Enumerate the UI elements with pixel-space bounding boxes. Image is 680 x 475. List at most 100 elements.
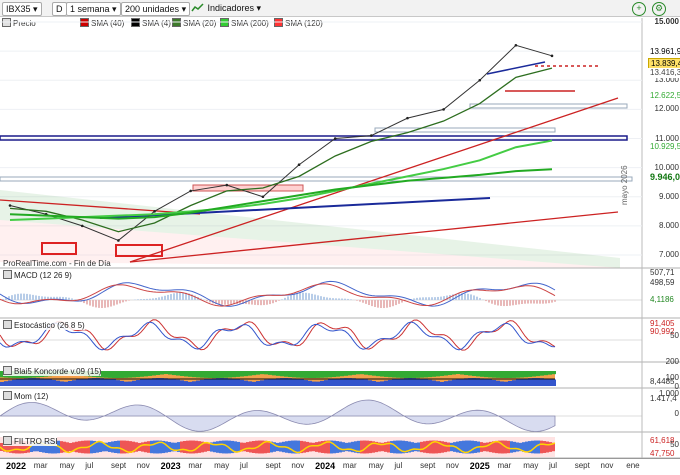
koncorde-green [488, 371, 492, 377]
macd-histogram [347, 299, 349, 300]
koncorde-blue [524, 378, 528, 386]
koncorde-blue [112, 379, 116, 386]
koncorde-blue [4, 381, 8, 386]
macd-histogram [341, 299, 343, 300]
koncorde-blue [428, 380, 432, 386]
rsi-bar [450, 443, 453, 451]
koncorde-green [132, 371, 136, 377]
macd-histogram [158, 297, 160, 300]
price-point [153, 210, 156, 213]
macd-histogram [335, 298, 337, 300]
koncorde-green [484, 371, 488, 377]
price-tick: 9.000 [659, 192, 679, 202]
rsi-bar [129, 441, 132, 453]
macd-histogram [374, 300, 376, 307]
rsi-bar [486, 443, 489, 452]
rsi-bar [90, 441, 93, 454]
macd-histogram [137, 299, 139, 300]
koncorde-green [148, 371, 152, 376]
macd-histogram [170, 294, 172, 300]
price-tick: 7.000 [659, 250, 679, 260]
koncorde-green [124, 371, 128, 378]
koncorde-green [452, 371, 456, 375]
macd-histogram [350, 299, 352, 300]
koncorde-blue [180, 380, 184, 386]
koncorde-green [540, 371, 544, 376]
koncorde-green [264, 371, 268, 374]
koncorde-green [532, 371, 536, 377]
koncorde-green [472, 371, 476, 376]
koncorde-blue [168, 379, 172, 386]
macd-histogram [518, 300, 520, 304]
koncorde-green [260, 371, 264, 374]
macd-histogram [521, 300, 523, 304]
koncorde-green [508, 371, 512, 378]
koncorde-green [328, 371, 332, 377]
koncorde-green [480, 371, 484, 377]
koncorde-blue [272, 379, 276, 386]
macd-histogram [485, 300, 487, 301]
vertical-note: mayo 2026 [620, 165, 629, 205]
macd-histogram [422, 297, 424, 300]
koncorde-blue [492, 380, 496, 386]
rsi-bar [444, 442, 447, 452]
koncorde-blue [336, 378, 340, 386]
koncorde-green [108, 371, 112, 378]
macd-histogram [35, 295, 37, 300]
macd-histogram [380, 300, 382, 308]
macd-histogram [221, 300, 223, 305]
mom-tick: 0 [675, 409, 679, 419]
koncorde-blue [304, 380, 308, 386]
rsi-bar [441, 441, 444, 452]
momentum-area [0, 400, 555, 432]
rsi-bar [348, 442, 351, 451]
koncorde-blue [72, 380, 76, 386]
rsi-bar [471, 441, 474, 454]
price-point [515, 44, 518, 47]
price-point [117, 239, 120, 242]
koncorde-blue [308, 381, 312, 386]
koncorde-blue [252, 382, 256, 386]
koncorde-green [236, 371, 240, 377]
time-tick: nov [446, 461, 459, 470]
price-point [478, 79, 481, 82]
macd-histogram [425, 297, 427, 300]
koncorde-blue [444, 381, 448, 386]
koncorde-blue [376, 382, 380, 386]
macd-histogram [386, 300, 388, 308]
blai5-label: Blai5 Koncorde v.09 (15) [3, 366, 101, 376]
koncorde-green [280, 371, 284, 376]
koncorde-green [372, 371, 376, 376]
macd-histogram [539, 300, 541, 304]
macd-histogram [548, 300, 550, 303]
koncorde-green [256, 371, 260, 375]
macd-histogram [17, 294, 19, 300]
koncorde-green [244, 371, 248, 376]
macd-histogram [299, 293, 301, 300]
time-tick: nov [137, 461, 150, 470]
koncorde-blue [132, 381, 136, 386]
macd-histogram [488, 300, 490, 302]
macd-histogram [320, 296, 322, 300]
koncorde-blue [552, 380, 556, 386]
macd-histogram [107, 300, 109, 307]
macd-histogram [416, 298, 418, 300]
rsi-bar [180, 441, 183, 452]
macd-histogram [32, 295, 34, 300]
macd-histogram [146, 299, 148, 300]
koncorde-blue [296, 379, 300, 386]
koncorde-blue [44, 379, 48, 386]
rsi-bar [75, 442, 78, 453]
macd-histogram [278, 300, 280, 301]
koncorde-green [552, 371, 556, 374]
macd-histogram [437, 297, 439, 300]
price-tick: 12.000 [655, 104, 679, 114]
macd-histogram [371, 300, 373, 306]
koncorde-blue [508, 381, 512, 386]
macd-histogram [269, 300, 271, 304]
rsi-bar [114, 441, 117, 453]
macd-histogram [230, 300, 232, 304]
koncorde-blue [64, 382, 68, 386]
macd-histogram [434, 297, 436, 300]
